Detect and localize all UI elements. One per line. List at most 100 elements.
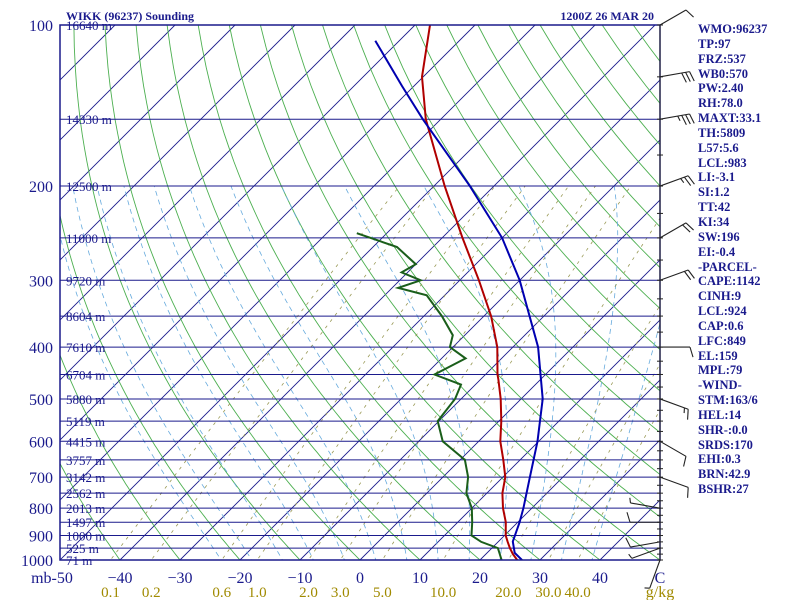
height-label: 1497 m — [66, 515, 105, 530]
index-row: -WIND- — [698, 378, 742, 393]
dewpoint-line — [356, 232, 503, 560]
pressure-tick-label: 900 — [29, 529, 53, 546]
temperature-tick-label: 30 — [532, 570, 548, 587]
dry-adiabat-line — [197, 25, 541, 560]
height-label: 2562 m — [66, 486, 105, 501]
index-row: EHI:0.3 — [698, 452, 741, 467]
wind-barb-flag — [683, 176, 692, 186]
wind-barb-staff — [659, 113, 690, 120]
wind-barb-flag — [626, 512, 631, 523]
wind-barb-half-flag — [677, 115, 681, 121]
dry-adiabat-line — [415, 25, 660, 351]
mixing-ratio-unit: g/kg — [646, 584, 674, 600]
temperature-tick-label: −30 — [167, 570, 192, 587]
index-row: BRN:42.9 — [698, 467, 751, 482]
pressure-tick-label: 1000 — [21, 553, 53, 570]
index-row: LCL:983 — [698, 155, 747, 170]
dry-adiabat-line — [135, 25, 421, 560]
temperature-tick-label: −40 — [107, 570, 132, 587]
index-row: PW:2.40 — [698, 81, 744, 96]
dry-adiabat-line — [60, 213, 241, 560]
height-label: 9720 m — [66, 273, 105, 288]
pressure-tick-label: 100 — [29, 18, 53, 35]
moist-adiabat-line — [423, 185, 509, 560]
mixing-ratio-label: 0.2 — [142, 585, 161, 600]
height-label: 14330 m — [66, 112, 112, 127]
height-label: 4415 m — [66, 434, 105, 449]
index-row: HEL:14 — [698, 407, 742, 422]
index-row: -PARCEL- — [698, 259, 757, 274]
mixing-ratio-line — [221, 185, 496, 560]
plot-frame — [59, 24, 661, 561]
wind-barb-staff — [630, 541, 661, 548]
isotherm-line — [60, 25, 416, 381]
dry-adiabat-line — [322, 25, 660, 476]
index-row: BSHR:27 — [698, 482, 749, 497]
index-row: SW:196 — [698, 229, 740, 244]
isotherm-line — [60, 25, 296, 261]
index-row: WB0:570 — [698, 66, 748, 81]
mixing-ratio-line — [256, 185, 526, 560]
temperature-tick-label: mb-50 — [31, 570, 73, 587]
temperature-tick-label: 10 — [412, 570, 428, 587]
index-row: RH:78.0 — [698, 96, 743, 111]
mixing-ratio-label: 1.0 — [248, 585, 267, 600]
index-row: STM:163/6 — [698, 393, 758, 408]
moist-adiabat-line — [281, 185, 439, 560]
temperature-line — [420, 25, 519, 560]
wind-barb-staff — [659, 440, 687, 457]
wind-barb-staff — [659, 9, 687, 26]
isotherm-line — [299, 199, 660, 560]
mixing-ratio-label: 30.0 — [535, 585, 561, 600]
isotherm-line — [479, 379, 660, 560]
mixing-ratio-line — [577, 409, 660, 560]
height-label: 12500 m — [66, 179, 112, 194]
moist-adiabat-line — [561, 186, 619, 560]
index-row: SHR-:0.0 — [698, 422, 748, 437]
index-row: TT:42 — [698, 200, 731, 215]
wind-barb-flag — [681, 72, 687, 83]
chart-title: WIKK (96237) Sounding — [66, 9, 194, 23]
wind-barb-flag — [681, 115, 687, 125]
wind-barb-flag — [689, 71, 695, 82]
index-row: WMO:96237 — [698, 22, 768, 36]
wind-barb-staff — [631, 547, 661, 559]
dry-adiabat-line — [477, 25, 660, 269]
height-label: 11000 m — [66, 231, 111, 246]
height-label: 3757 m — [66, 453, 105, 468]
wind-barb-staff — [659, 175, 689, 187]
temperature-tick-label: 20 — [472, 570, 488, 587]
index-row: EL:159 — [698, 348, 738, 363]
wind-barb-flag — [687, 487, 689, 498]
mixing-ratio-label: 40.0 — [565, 585, 591, 600]
isotherm-line — [60, 25, 476, 441]
wind-barb-flag — [685, 222, 694, 231]
height-label: 8604 m — [66, 309, 105, 324]
index-row: MAXT:33.1 — [698, 111, 762, 126]
mixing-ratio-line — [547, 363, 660, 560]
wind-barb-flag — [682, 224, 691, 233]
isotherm-line — [419, 319, 660, 560]
pressure-tick-label: 700 — [29, 470, 53, 487]
height-label: 7610 m — [66, 340, 105, 355]
wind-barb-staff — [659, 222, 687, 239]
moist-adiabat-line — [230, 185, 408, 560]
wind-barb-staff — [659, 269, 689, 281]
moist-adiabat-line — [344, 185, 471, 560]
mixing-ratio-line — [339, 185, 596, 560]
wind-barb-flag — [689, 113, 695, 124]
pressure-tick-label: 500 — [29, 392, 53, 409]
moist-adiabat-line — [518, 185, 557, 560]
moist-adiabat-line — [60, 233, 222, 560]
mixing-ratio-label: 20.0 — [495, 585, 521, 600]
height-label: 3142 m — [66, 470, 105, 485]
pressure-tick-label: 400 — [29, 340, 53, 357]
isotherm-line — [60, 25, 176, 141]
index-row: SI:1.2 — [698, 185, 730, 200]
wind-barb-flag — [687, 409, 689, 420]
height-label: 1000 m — [66, 529, 105, 544]
dry-adiabat-line — [60, 462, 121, 560]
wind-barb-flag — [683, 271, 692, 281]
wind-barb-flag — [683, 456, 687, 467]
